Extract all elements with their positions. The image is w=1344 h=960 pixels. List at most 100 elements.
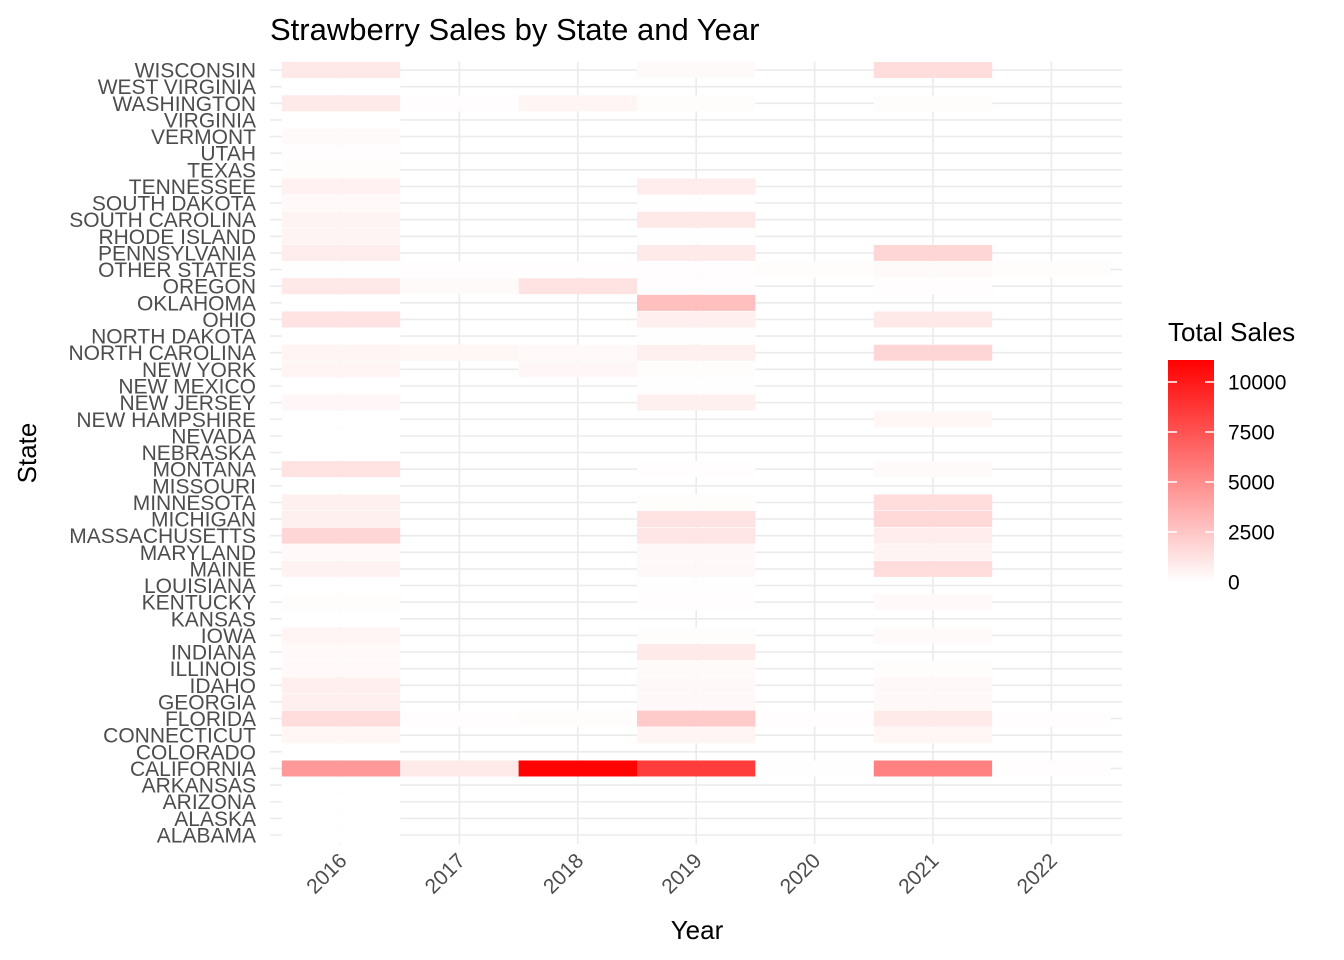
heatmap-cell [755,760,874,777]
legend-ticks: 0 2500 5000 7500 10000 [1168,372,1286,595]
heatmap-cell [400,344,519,361]
heatmap-cell [281,560,401,577]
heatmap-cell [281,710,401,727]
heatmap-cell [518,710,637,727]
heatmap-cell [281,178,401,195]
heatmap-cell [637,178,756,195]
heatmap-cell [873,494,993,511]
heatmap-cell [637,710,756,727]
y-tick-label: OREGON [163,276,256,299]
heatmap-cell [281,311,401,328]
heatmap-cell [400,278,519,295]
heatmap-cell [281,727,401,744]
heatmap-cell [637,228,756,245]
heatmap-cell [281,627,401,644]
y-tick-label: SOUTH DAKOTA [92,193,256,216]
y-tick-label: KENTUCKY [142,592,256,615]
heatmap-cell [281,527,401,544]
heatmap-cell [755,710,874,727]
heatmap-cell [400,710,519,727]
heatmap-cell [281,394,401,411]
y-tick-label: KANSAS [171,608,256,631]
heatmap-cell [637,311,756,328]
heatmap-cell [518,278,637,295]
heatmap-cell [281,693,401,710]
heatmap-cell [637,62,756,79]
heatmap-cell [281,361,401,378]
x-tick-label: 2021 [894,849,943,898]
y-tick-label: NEVADA [171,425,256,448]
heatmap-cell [281,261,401,278]
heatmap-cell [281,328,401,345]
heatmap-cell [637,195,756,212]
heatmap-cell [518,361,637,378]
heatmap-cell [281,278,401,295]
heatmap-cell [637,394,756,411]
heatmap-cell [281,677,401,694]
heatmap-cell [637,727,756,744]
heatmap-cell [637,278,756,295]
y-tick-label: ILLINOIS [170,658,256,681]
heatmap-cell [637,511,756,528]
heatmap-cell [281,810,401,827]
y-tick-label: VIRGINIA [164,109,256,132]
y-tick-label: OKLAHOMA [137,292,256,315]
y-tick-label: CALIFORNIA [130,758,256,781]
heatmap-cell [281,610,401,627]
heatmap-cell [873,278,993,295]
y-tick-label: NORTH CAROLINA [69,342,256,365]
heatmap-cell [873,311,993,328]
heatmap-cell [518,760,637,777]
heatmap-cell [873,95,993,112]
y-tick-label: UTAH [200,143,256,166]
heatmap-cell [873,660,993,677]
heatmap-cell [873,511,993,528]
heatmap-cell [281,294,401,311]
heatmap-cell [637,244,756,261]
y-tick-label: IDAHO [189,675,256,698]
heatmap-cell [637,660,756,677]
heatmap-cell [637,211,756,228]
heatmap-cell [518,344,637,361]
legend-tick-label: 2500 [1228,522,1275,545]
heatmap-cell [281,244,401,261]
x-axis-title: Year [671,915,724,945]
heatmap-cell [637,95,756,112]
heatmap-cell [637,644,756,661]
y-tick-label: MASSACHUSETTS [69,525,256,548]
heatmap-cell [637,328,756,345]
heatmap-cell [873,461,993,478]
heatmap-cell [400,760,519,777]
heatmap-cell [873,62,993,79]
y-axis-title: State [12,423,42,484]
heatmap-cell [992,261,1111,278]
heatmap-cell [400,95,519,112]
legend-tick-label: 0 [1228,572,1240,595]
y-axis-ticks: ALABAMAALASKAARIZONAARKANSASCALIFORNIACO… [69,60,257,848]
y-tick-label: FLORIDA [165,708,256,731]
heatmap-cell [637,760,756,777]
y-tick-label: IOWA [201,625,256,648]
y-tick-label: OTHER STATES [98,259,256,282]
y-tick-label: INDIANA [171,642,256,665]
x-tick-label: 2022 [1013,849,1062,898]
legend-tick-label: 5000 [1228,472,1275,495]
heatmap-cell [281,511,401,528]
heatmap-cell [281,644,401,661]
y-tick-label: RHODE ISLAND [98,226,256,249]
heatmap-cell [637,693,756,710]
y-tick-label: WISCONSIN [135,60,256,83]
heatmap-cell [873,677,993,694]
y-tick-label: ARIZONA [163,791,256,814]
heatmap-cell [281,660,401,677]
heatmap-cell [518,261,637,278]
heatmap-cell [637,377,756,394]
heatmap-cell [755,261,874,278]
y-tick-label: MARYLAND [140,542,256,565]
heatmap-cell [281,544,401,561]
heatmap-cell [873,411,993,428]
heatmap-cell [873,560,993,577]
y-tick-label: LOUISIANA [144,575,256,598]
color-legend: Total Sales 0 2500 5000 7500 10000 [1168,317,1295,595]
